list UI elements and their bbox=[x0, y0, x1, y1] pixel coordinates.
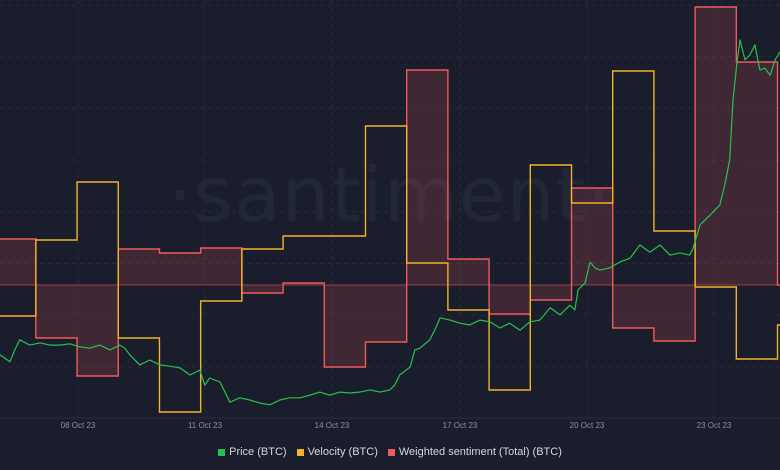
velocity-swatch bbox=[296, 448, 304, 456]
x-tick-label: 17 Oct 23 bbox=[443, 421, 478, 430]
sentiment-bar bbox=[447, 259, 490, 285]
sentiment-bar bbox=[200, 248, 242, 285]
sentiment-bar bbox=[653, 285, 696, 341]
sentiment-bar bbox=[241, 285, 284, 293]
legend-item-velocity[interactable]: Velocity (BTC) bbox=[296, 446, 378, 458]
x-axis-ticks: 08 Oct 23 11 Oct 23 14 Oct 23 17 Oct 23 20 O… bbox=[61, 421, 732, 430]
sentiment-bar bbox=[159, 253, 201, 285]
x-tick-label: 14 Oct 23 bbox=[315, 421, 350, 430]
legend-label: Velocity (BTC) bbox=[307, 446, 378, 458]
x-tick-label: 20 Oct 23 bbox=[570, 421, 605, 430]
sentiment-bar bbox=[695, 7, 737, 285]
legend-item-price[interactable]: Price (BTC) bbox=[218, 446, 287, 458]
velocity-step-line bbox=[0, 70, 780, 413]
price-line bbox=[0, 39, 780, 406]
sentiment-bar bbox=[118, 249, 160, 285]
legend-label: Price (BTC) bbox=[229, 446, 287, 458]
x-tick-label: 08 Oct 23 bbox=[61, 421, 96, 430]
sentiment-bar bbox=[283, 283, 325, 285]
sentiment-bar bbox=[324, 285, 366, 367]
sentiment-bar bbox=[0, 239, 36, 285]
x-tick-label: 11 Oct 23 bbox=[188, 421, 223, 430]
sentiment-bar bbox=[35, 285, 78, 338]
sentiment-bar bbox=[530, 285, 572, 300]
price-swatch bbox=[218, 448, 226, 456]
legend-item-sentiment[interactable]: Weighted sentiment (Total) (BTC) bbox=[387, 446, 562, 458]
chart-marks bbox=[0, 6, 780, 413]
sentiment-bar bbox=[406, 70, 448, 285]
grid-lines bbox=[0, 0, 780, 419]
sentiment-bar bbox=[365, 285, 407, 342]
sentiment-bar bbox=[489, 285, 531, 314]
chart-plot: 08 Oct 23 11 Oct 23 14 Oct 23 17 Oct 23 20 O… bbox=[0, 0, 780, 430]
x-tick-label: 23 Oct 23 bbox=[697, 421, 732, 430]
legend-label: Weighted sentiment (Total) (BTC) bbox=[398, 446, 562, 458]
sentiment-bar bbox=[612, 285, 654, 328]
sentiment-bar bbox=[736, 62, 778, 285]
sentiment-bar bbox=[77, 285, 119, 376]
chart-legend: Price (BTC) Velocity (BTC) Weighted sent… bbox=[0, 446, 780, 458]
sentiment-swatch bbox=[387, 448, 395, 456]
